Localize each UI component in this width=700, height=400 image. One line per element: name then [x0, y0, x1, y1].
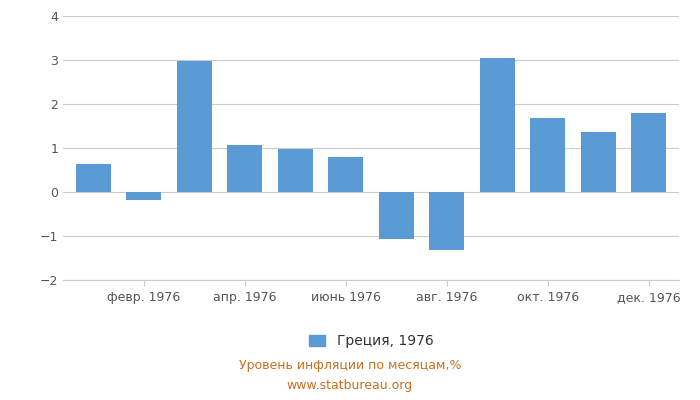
Bar — [278, 149, 313, 192]
Bar — [631, 113, 666, 192]
Bar — [126, 192, 162, 200]
Text: Уровень инфляции по месяцам,%: Уровень инфляции по месяцам,% — [239, 360, 461, 372]
Bar — [328, 157, 363, 192]
Bar — [227, 145, 262, 192]
Bar — [580, 132, 616, 192]
Bar — [530, 118, 566, 192]
Legend: Греция, 1976: Греция, 1976 — [309, 334, 433, 348]
Bar — [379, 192, 414, 239]
Bar — [76, 164, 111, 192]
Bar — [429, 192, 464, 250]
Bar — [480, 58, 515, 192]
Text: www.statbureau.org: www.statbureau.org — [287, 380, 413, 392]
Bar — [176, 61, 212, 192]
